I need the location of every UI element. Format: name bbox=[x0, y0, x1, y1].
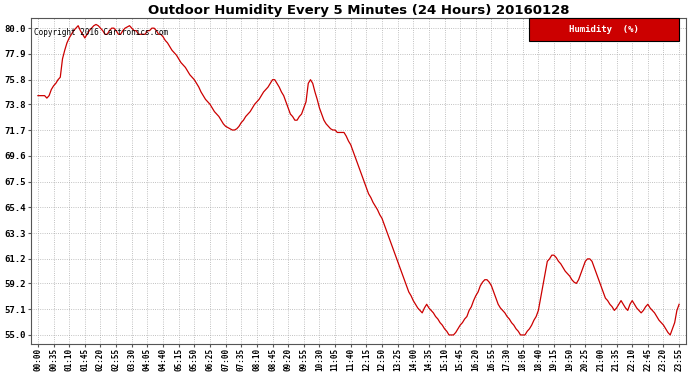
FancyBboxPatch shape bbox=[529, 18, 679, 41]
Text: Humidity  (%): Humidity (%) bbox=[569, 25, 639, 34]
Text: Copyright 2016 Cartronics.com: Copyright 2016 Cartronics.com bbox=[34, 28, 168, 37]
Title: Outdoor Humidity Every 5 Minutes (24 Hours) 20160128: Outdoor Humidity Every 5 Minutes (24 Hou… bbox=[148, 4, 569, 17]
